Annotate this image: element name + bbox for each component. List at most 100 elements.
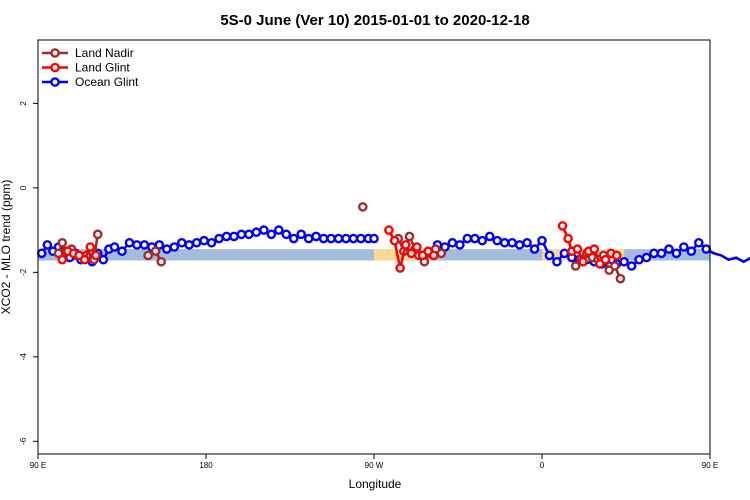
data-point bbox=[139, 240, 150, 250]
data-point bbox=[229, 231, 239, 242]
data-point bbox=[400, 240, 411, 250]
y-tick-label: 2 bbox=[19, 101, 28, 106]
data-point bbox=[462, 233, 473, 244]
data-point bbox=[671, 248, 682, 259]
data-point bbox=[259, 225, 269, 235]
data-point bbox=[529, 244, 540, 254]
data-point bbox=[161, 244, 172, 254]
data-point bbox=[303, 233, 314, 244]
x-tick-label: 90 W bbox=[365, 461, 384, 470]
data-point bbox=[389, 235, 400, 246]
data-point bbox=[318, 233, 329, 244]
data-point bbox=[611, 250, 622, 261]
data-point bbox=[348, 233, 359, 244]
y-tick-label: -2 bbox=[19, 268, 28, 276]
data-point bbox=[701, 244, 712, 254]
series-ocean-glint bbox=[36, 225, 750, 271]
data-point bbox=[447, 237, 458, 248]
data-point bbox=[395, 263, 405, 273]
data-point bbox=[199, 235, 209, 246]
data-point bbox=[484, 231, 495, 242]
data-point bbox=[428, 250, 439, 261]
data-point bbox=[514, 240, 525, 250]
data-point bbox=[169, 242, 180, 252]
data-point bbox=[626, 261, 637, 271]
data-point bbox=[384, 225, 394, 235]
data-point bbox=[117, 246, 127, 257]
legend-swatch-marker bbox=[50, 62, 60, 73]
data-point bbox=[85, 242, 96, 252]
data-point bbox=[679, 242, 689, 252]
x-tick-label: 0 bbox=[540, 461, 545, 470]
data-point bbox=[132, 240, 142, 250]
series-layer bbox=[36, 202, 750, 284]
data-point bbox=[333, 233, 344, 244]
data-point bbox=[109, 242, 120, 252]
data-point bbox=[641, 252, 652, 263]
data-point bbox=[150, 246, 161, 257]
data-point bbox=[36, 248, 47, 259]
data-point bbox=[266, 229, 277, 240]
x-tick-label: 90 E bbox=[702, 461, 718, 470]
data-point bbox=[507, 237, 517, 248]
data-point bbox=[552, 256, 562, 267]
data-point bbox=[236, 229, 247, 240]
y-axis: 2 0 -2 -4 -6 bbox=[19, 101, 38, 445]
data-point bbox=[296, 229, 307, 240]
data-point bbox=[578, 256, 588, 267]
data-point bbox=[522, 237, 532, 248]
data-point bbox=[406, 248, 417, 259]
data-point bbox=[341, 233, 351, 244]
data-point bbox=[404, 231, 415, 242]
legend-swatch-marker bbox=[50, 48, 60, 58]
data-point bbox=[563, 233, 573, 244]
data-point bbox=[544, 250, 555, 261]
data-point bbox=[686, 246, 697, 257]
data-point bbox=[492, 235, 503, 246]
data-point bbox=[176, 237, 187, 248]
data-point bbox=[79, 254, 90, 265]
data-point bbox=[412, 242, 422, 252]
data-point bbox=[557, 221, 568, 231]
data-point bbox=[244, 229, 254, 240]
x-axis-label: Longitude bbox=[349, 477, 402, 491]
data-point bbox=[600, 254, 611, 265]
x-tick-label: 90 E bbox=[30, 461, 46, 470]
data-point bbox=[369, 233, 379, 244]
data-point bbox=[619, 256, 629, 267]
legend-label: Land Glint bbox=[75, 61, 130, 75]
data-point bbox=[469, 233, 480, 244]
legend-item: Ocean Glint bbox=[42, 75, 139, 89]
legend-label: Ocean Glint bbox=[75, 75, 139, 89]
data-point bbox=[455, 240, 465, 250]
data-point bbox=[499, 237, 510, 248]
data-point bbox=[610, 261, 620, 271]
data-point bbox=[356, 233, 366, 244]
data-point bbox=[589, 244, 600, 254]
data-point bbox=[156, 256, 166, 267]
x-axis: 90 E 180 90 W 0 90 E bbox=[30, 454, 718, 470]
series-land-glint bbox=[57, 221, 622, 273]
x-tick-label: 180 bbox=[199, 461, 213, 470]
chart-title: 5S-0 June (Ver 10) 2015-01-01 to 2020-12… bbox=[220, 12, 529, 29]
data-point bbox=[214, 233, 224, 244]
y-axis-label: XCO2 - MLO trend (ppm) bbox=[0, 180, 13, 315]
legend-label: Land Nadir bbox=[75, 46, 134, 60]
data-point bbox=[634, 254, 644, 265]
y-tick-label: 0 bbox=[19, 185, 28, 190]
data-point bbox=[537, 235, 547, 246]
data-point bbox=[656, 248, 667, 259]
data-point bbox=[559, 248, 570, 259]
data-point bbox=[91, 250, 101, 261]
data-point bbox=[570, 261, 581, 271]
data-point bbox=[92, 229, 103, 240]
data-point bbox=[326, 233, 336, 244]
data-point bbox=[273, 225, 284, 235]
data-point bbox=[694, 237, 704, 248]
reference-band-2 bbox=[430, 249, 542, 261]
data-point bbox=[477, 235, 488, 246]
legend-swatch-marker bbox=[50, 77, 60, 87]
data-point bbox=[184, 240, 194, 250]
